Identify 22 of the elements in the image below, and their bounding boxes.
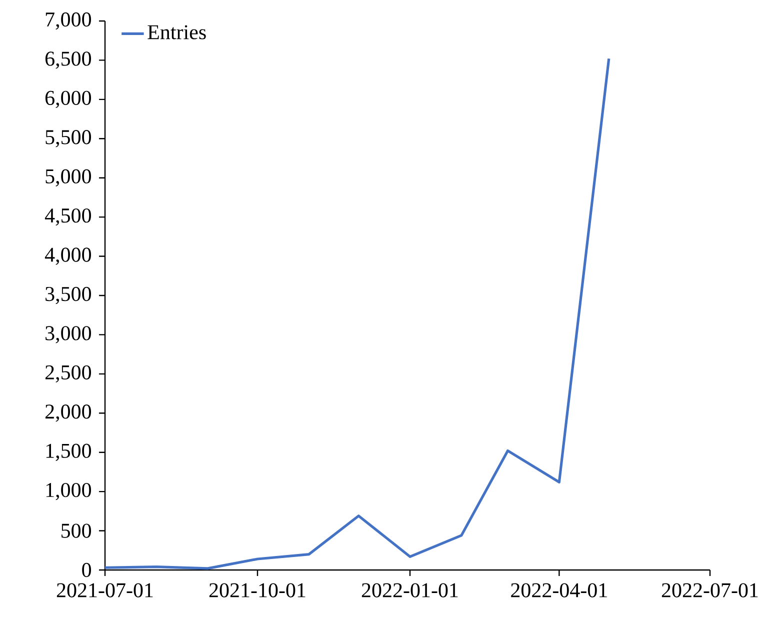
y-tick-label: 7,000	[46, 12, 92, 30]
y-tick-label: 5,000	[46, 169, 92, 186]
y-tick-label: 4,000	[44, 248, 92, 265]
y-tick-label: 1,000	[46, 482, 92, 500]
y-tick-label: 3,000	[46, 326, 92, 344]
x-tick-label: 2021-07-01	[56, 583, 153, 598]
x-tick-label: 2022-07-01	[662, 583, 758, 598]
y-tick-label: 4,500	[44, 208, 92, 226]
y-tick-label: 2,000	[45, 404, 92, 422]
x-tick-label: 2022-04-01	[511, 583, 607, 598]
y-tick-label: 0	[82, 562, 92, 578]
y-tick-label: 1,500	[46, 444, 92, 461]
y-tick-label: 5,500	[46, 130, 92, 148]
y-tick-label: 2,500	[45, 365, 92, 383]
x-tick-label: 2021-10-01	[209, 583, 306, 598]
y-tick-label: 3,500	[46, 286, 92, 304]
y-tick-label: 6,500	[45, 52, 92, 69]
line-series	[104, 57, 610, 570]
y-tick-label: 6,000	[45, 90, 92, 108]
y-tick-label: 500	[62, 524, 92, 538]
x-tick-label: 2022-01-01	[362, 583, 458, 598]
legend-label: Entries	[148, 25, 206, 40]
